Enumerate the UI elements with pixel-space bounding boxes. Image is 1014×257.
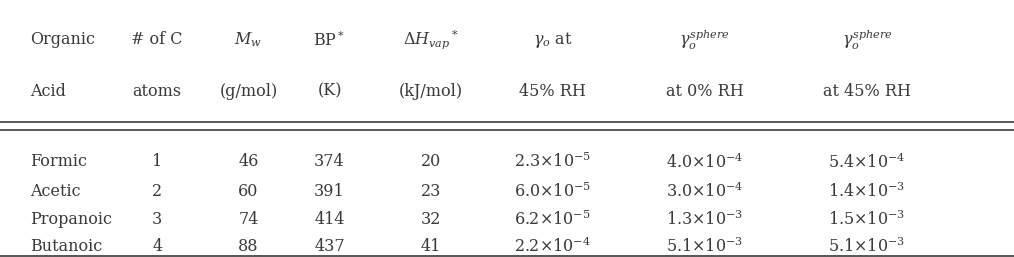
- Text: 88: 88: [238, 238, 259, 255]
- Text: 2: 2: [152, 183, 162, 200]
- Text: $\Delta H_{vap}$$^*$: $\Delta H_{vap}$$^*$: [403, 28, 459, 51]
- Text: 414: 414: [314, 211, 345, 228]
- Text: $3.0{\times}10^{-4}$: $3.0{\times}10^{-4}$: [666, 182, 743, 201]
- Text: (K): (K): [317, 83, 342, 100]
- Text: $6.0{\times}10^{-5}$: $6.0{\times}10^{-5}$: [514, 182, 591, 201]
- Text: $5.1{\times}10^{-3}$: $5.1{\times}10^{-3}$: [828, 237, 906, 256]
- Text: $1.3{\times}10^{-3}$: $1.3{\times}10^{-3}$: [666, 210, 743, 229]
- Text: 45% RH: 45% RH: [519, 83, 586, 100]
- Text: $2.2{\times}10^{-4}$: $2.2{\times}10^{-4}$: [514, 237, 591, 256]
- Text: 23: 23: [421, 183, 441, 200]
- Text: (g/mol): (g/mol): [219, 83, 278, 100]
- Text: # of C: # of C: [132, 31, 183, 48]
- Text: Acetic: Acetic: [30, 183, 81, 200]
- Text: at 0% RH: at 0% RH: [666, 83, 743, 100]
- Text: Propanoic: Propanoic: [30, 211, 113, 228]
- Text: 46: 46: [238, 153, 259, 170]
- Text: Formic: Formic: [30, 153, 87, 170]
- Text: $\gamma_o^{sphere}$: $\gamma_o^{sphere}$: [679, 28, 730, 52]
- Text: 391: 391: [314, 183, 345, 200]
- Text: 60: 60: [238, 183, 259, 200]
- Text: (kJ/mol): (kJ/mol): [399, 83, 463, 100]
- Text: $M_w$: $M_w$: [234, 31, 263, 49]
- Text: 1: 1: [152, 153, 162, 170]
- Text: at 45% RH: at 45% RH: [823, 83, 911, 100]
- Text: BP$^*$: BP$^*$: [313, 30, 346, 50]
- Text: $2.3{\times}10^{-5}$: $2.3{\times}10^{-5}$: [514, 153, 591, 171]
- Text: 3: 3: [152, 211, 162, 228]
- Text: $1.4{\times}10^{-3}$: $1.4{\times}10^{-3}$: [828, 182, 906, 201]
- Text: 32: 32: [421, 211, 441, 228]
- Text: $4.0{\times}10^{-4}$: $4.0{\times}10^{-4}$: [666, 152, 743, 172]
- Text: Organic: Organic: [30, 31, 95, 48]
- Text: 20: 20: [421, 153, 441, 170]
- Text: $\gamma_o^{sphere}$: $\gamma_o^{sphere}$: [842, 28, 892, 52]
- Text: $5.4{\times}10^{-4}$: $5.4{\times}10^{-4}$: [828, 152, 906, 172]
- Text: 74: 74: [238, 211, 259, 228]
- Text: $5.1{\times}10^{-3}$: $5.1{\times}10^{-3}$: [666, 237, 743, 256]
- Text: Acid: Acid: [30, 83, 66, 100]
- Text: Butanoic: Butanoic: [30, 238, 102, 255]
- Text: $1.5{\times}10^{-3}$: $1.5{\times}10^{-3}$: [828, 210, 906, 229]
- Text: atoms: atoms: [133, 83, 182, 100]
- Text: 4: 4: [152, 238, 162, 255]
- Text: $6.2{\times}10^{-5}$: $6.2{\times}10^{-5}$: [514, 210, 591, 229]
- Text: 41: 41: [421, 238, 441, 255]
- Text: $\gamma_o$ at: $\gamma_o$ at: [532, 30, 573, 50]
- Text: 374: 374: [314, 153, 345, 170]
- Text: 437: 437: [314, 238, 345, 255]
